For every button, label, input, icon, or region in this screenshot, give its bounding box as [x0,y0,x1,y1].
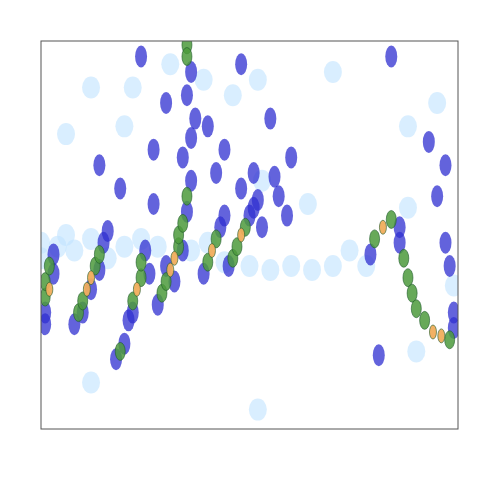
heat-cell [264,108,276,130]
heat-cell [281,205,293,227]
heat-cell [285,146,297,168]
heat-cell [210,162,222,184]
heat-cell [149,236,167,258]
heat-cell [181,84,193,106]
heat-cell [202,115,214,137]
heat-cell [235,177,247,199]
heat-cell [399,249,409,267]
heat-cell [124,77,142,99]
heat-cell [136,253,146,271]
heat-cell [241,255,259,277]
heat-cell [133,282,140,296]
heat-cell [82,371,100,393]
heat-cell [82,77,100,99]
heat-cell [218,205,230,227]
heat-cell [93,154,105,176]
heat-cell [324,61,342,83]
heat-cell [386,210,396,228]
heat-cell [224,84,242,106]
heat-cell [444,255,456,277]
heat-cell [407,340,425,362]
heat-cell [161,53,179,75]
heat-cell [423,131,435,153]
heat-cell [445,274,458,296]
heat-cell [148,193,160,215]
heat-cell [115,115,133,137]
heat-cell [182,48,192,66]
heat-cell [115,236,133,258]
heat-cell [261,259,279,281]
heat-cell [252,189,264,211]
heat-cell [167,263,174,277]
heat-cell [41,313,51,335]
heat-cell [46,282,53,296]
heat-cell [135,46,147,68]
heat-cell [282,255,300,277]
heat-cell [218,139,230,161]
heat-cell [178,214,188,232]
heat-cell [370,230,380,248]
heat-cell [373,344,385,366]
heat-cell [273,185,285,207]
heat-cell [148,139,160,161]
heat-cell [411,300,421,318]
heat-cell [195,69,213,91]
heat-cell [420,311,430,329]
heat-cell [248,162,260,184]
heat-cell [439,154,451,176]
heat-cell [445,331,455,349]
heat-cell [177,146,189,168]
heat-cell [429,325,436,339]
plot-frame [41,41,458,429]
heat-cell [185,127,197,149]
heat-cell [299,193,317,215]
heat-cell [57,224,75,246]
heat-cell [182,187,192,205]
heat-cell [249,399,267,421]
heat-cell [249,69,267,91]
heat-cell [102,220,114,242]
heat-cell [160,92,172,114]
heat-cell [448,302,458,324]
heat-cell [114,177,126,199]
heat-cell [399,115,417,137]
heat-cell [324,255,342,277]
heat-cell [341,240,359,262]
heat-cell [57,123,75,145]
background [0,0,480,480]
heat-cell [83,282,90,296]
heat-cell [385,46,397,68]
heat-cell [88,271,95,285]
cells [41,41,458,421]
heat-cell [189,108,201,130]
heat-cell [208,244,215,258]
chart [0,0,480,480]
heat-cell [303,259,321,281]
heat-cell [115,342,125,360]
heat-cell [431,185,443,207]
heat-cell [44,257,54,275]
heat-cell [439,232,451,254]
heat-cell [171,251,178,265]
heat-cell [399,197,417,219]
heat-cell [235,53,247,75]
heat-cell [256,216,268,238]
heat-cell [428,92,446,114]
heat-cell [238,228,245,242]
heat-cell [269,166,281,188]
heat-cell [379,220,386,234]
heat-cell [94,245,104,263]
heat-cell [438,329,445,343]
